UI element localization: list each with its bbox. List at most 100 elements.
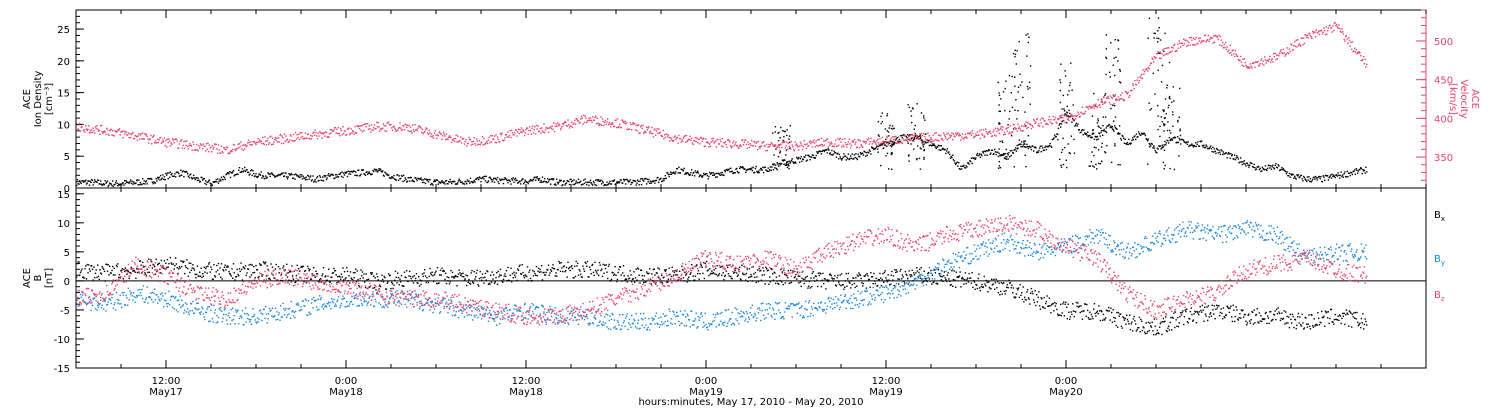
Bx-point bbox=[598, 262, 601, 264]
Bx-point bbox=[645, 281, 647, 283]
density-point bbox=[1329, 175, 1331, 178]
density-point bbox=[1252, 166, 1255, 168]
velocity-point bbox=[1135, 84, 1138, 86]
density-point bbox=[857, 153, 859, 155]
density-spike-point bbox=[1147, 163, 1149, 165]
density-point bbox=[1117, 133, 1119, 135]
density-point bbox=[382, 170, 384, 172]
velocity-point bbox=[307, 133, 310, 135]
density-point bbox=[1335, 174, 1337, 176]
density-spike-point bbox=[1022, 96, 1024, 99]
Bx-point bbox=[190, 262, 192, 265]
density-point bbox=[1346, 170, 1348, 173]
velocity-point bbox=[940, 135, 942, 137]
density-spike-point bbox=[1169, 167, 1171, 170]
Bx-point bbox=[108, 274, 110, 276]
density-point bbox=[811, 156, 813, 158]
Bx-point bbox=[481, 279, 483, 281]
velocity-point bbox=[177, 147, 179, 149]
velocity-point bbox=[1138, 82, 1140, 84]
density-point bbox=[240, 171, 242, 173]
density-point bbox=[896, 136, 898, 139]
density-point bbox=[406, 180, 409, 182]
Bx-point bbox=[841, 273, 843, 275]
velocity-point bbox=[436, 134, 439, 136]
density-point bbox=[841, 159, 843, 161]
density-spike-point bbox=[788, 141, 791, 144]
density-point bbox=[1062, 120, 1064, 122]
velocity-point bbox=[594, 116, 596, 119]
density-point bbox=[268, 173, 271, 175]
density-point bbox=[181, 171, 184, 173]
density-point bbox=[400, 174, 403, 177]
density-point bbox=[83, 180, 85, 182]
velocity-point bbox=[1363, 63, 1366, 65]
density-spike-point bbox=[1115, 56, 1117, 58]
density-point bbox=[1162, 146, 1165, 148]
velocity-point bbox=[481, 141, 483, 144]
density-spike-point bbox=[1024, 154, 1026, 156]
velocity-point bbox=[1073, 119, 1075, 121]
Bx-point bbox=[232, 263, 235, 265]
velocity-point bbox=[224, 148, 226, 150]
velocity-point bbox=[1351, 41, 1354, 43]
Bx-point bbox=[629, 270, 631, 272]
density-spike-point bbox=[1112, 104, 1114, 106]
density-point bbox=[1075, 124, 1077, 126]
density-point bbox=[1051, 138, 1054, 141]
velocity-point bbox=[1243, 65, 1245, 67]
density-point bbox=[1069, 115, 1072, 118]
density-point bbox=[1014, 149, 1016, 151]
Bx-point bbox=[784, 273, 786, 276]
velocity-point bbox=[663, 138, 665, 140]
velocity-point bbox=[1209, 38, 1211, 40]
density-point bbox=[1231, 154, 1234, 156]
density-point bbox=[971, 162, 973, 165]
velocity-point bbox=[1329, 24, 1331, 26]
density-point bbox=[442, 182, 445, 184]
density-spike-point bbox=[1016, 148, 1018, 150]
density-spike-point bbox=[1014, 55, 1016, 58]
density-spike-point bbox=[1073, 138, 1075, 141]
velocity-point bbox=[801, 144, 803, 147]
Bx-point bbox=[663, 276, 665, 278]
density-point bbox=[1109, 126, 1111, 129]
velocity-point bbox=[397, 127, 400, 130]
density-point bbox=[336, 174, 338, 176]
velocity-point bbox=[957, 132, 959, 134]
Bx-point bbox=[339, 276, 341, 278]
velocity-point bbox=[1355, 49, 1357, 51]
density-point bbox=[1071, 121, 1073, 123]
velocity-point bbox=[796, 143, 798, 145]
density-point bbox=[745, 169, 748, 172]
density-point bbox=[547, 181, 550, 183]
velocity-point bbox=[1220, 39, 1222, 41]
density-point bbox=[562, 184, 564, 186]
velocity-point bbox=[412, 124, 414, 126]
velocity-point bbox=[118, 128, 121, 130]
density-point bbox=[997, 151, 999, 153]
density-point bbox=[1155, 151, 1157, 153]
density-point bbox=[838, 153, 841, 156]
density-point bbox=[190, 176, 193, 179]
velocity-point bbox=[1081, 106, 1084, 108]
density-point bbox=[953, 160, 955, 162]
density-point bbox=[1342, 174, 1344, 176]
density-point bbox=[932, 144, 934, 146]
velocity-point bbox=[123, 130, 125, 132]
velocity-point bbox=[984, 135, 986, 137]
density-point bbox=[454, 180, 456, 183]
Bx-point bbox=[604, 264, 606, 266]
density-point bbox=[817, 152, 819, 154]
density-point bbox=[540, 179, 542, 182]
velocity-point bbox=[296, 134, 298, 136]
velocity-point bbox=[1081, 112, 1083, 114]
velocity-point bbox=[128, 137, 130, 139]
velocity-point bbox=[432, 135, 434, 137]
velocity-point bbox=[1297, 44, 1300, 47]
velocity-point bbox=[1143, 73, 1145, 75]
density-point bbox=[589, 179, 592, 181]
density-point bbox=[1326, 174, 1328, 177]
density-spike-point bbox=[1010, 135, 1013, 137]
velocity-point bbox=[585, 117, 587, 120]
